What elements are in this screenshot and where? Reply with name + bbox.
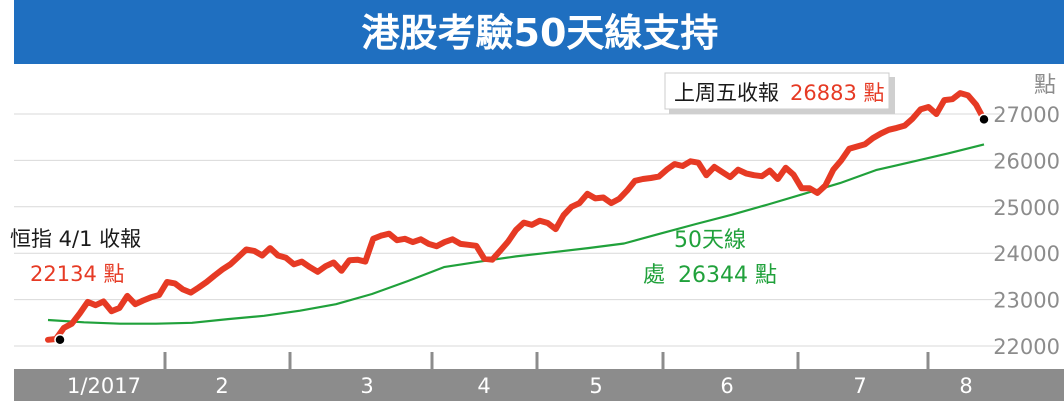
x-tick-labels: 1/2017 2 3 4 5 6 7 8 [67, 352, 973, 398]
x-tick-label: 4 [477, 374, 490, 398]
y-tick-label: 27000 [993, 103, 1060, 127]
y-tick-label: 25000 [993, 196, 1060, 220]
hsi-line [45, 90, 987, 343]
start-label: 恒指 4/1 收報 [10, 227, 141, 251]
start-value: 22134 點 [30, 262, 124, 286]
endpoint-markers [54, 113, 990, 346]
end-callout-shadow [889, 77, 895, 113]
series-lines [45, 90, 987, 343]
ma-label: 50天線 [674, 228, 746, 253]
x-tick-label: 5 [589, 374, 602, 398]
x-tick-label: 3 [360, 374, 373, 398]
start-point [54, 334, 66, 346]
title-bar [14, 0, 1064, 64]
y-tick-label: 22000 [993, 335, 1060, 359]
end-callout-shadow-bottom [669, 109, 895, 114]
y-tick-label: 26000 [993, 149, 1060, 173]
ma-value-line: 處 26344 點 [643, 263, 777, 288]
ma-value-prefix: 處 [643, 263, 665, 288]
end-label: 上周五收報 [674, 81, 779, 105]
x-tick-label: 1/2017 [67, 374, 141, 398]
end-callout-box [664, 72, 890, 110]
x-tick-label: 7 [853, 374, 866, 398]
end-value: 26883 點 [790, 81, 884, 105]
y-tick-label: 24000 [993, 242, 1060, 266]
y-tick-labels: 22000 23000 24000 25000 26000 27000 [993, 103, 1060, 359]
y-tick-label: 23000 [993, 289, 1060, 313]
x-tick-label: 8 [959, 374, 972, 398]
ma-value: 26344 點 [678, 263, 777, 288]
x-tick-label: 2 [215, 374, 228, 398]
chart-title: 港股考驗50天線支持 [362, 11, 719, 55]
y-axis-unit: 點 [1034, 73, 1056, 98]
x-tick-label: 6 [720, 374, 733, 398]
x-axis-bar [14, 369, 1064, 401]
end-point [978, 113, 990, 126]
